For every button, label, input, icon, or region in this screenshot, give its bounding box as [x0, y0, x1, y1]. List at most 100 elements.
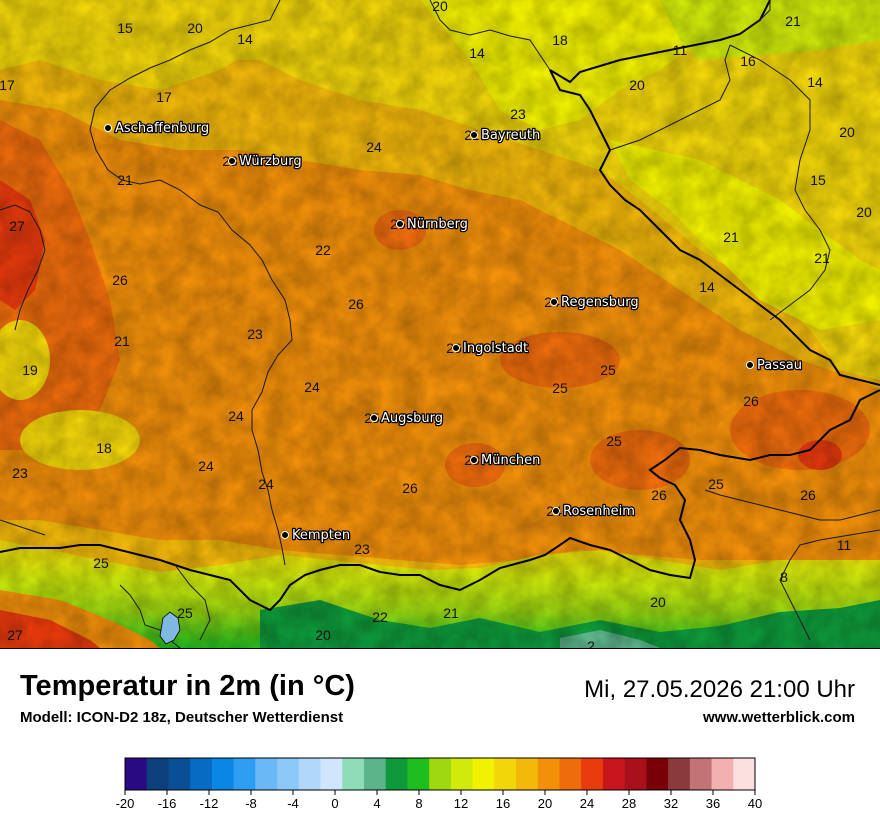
temperature-label: 17: [0, 77, 15, 93]
city-marker: 24Regensburg: [544, 294, 640, 312]
temperature-label: 21: [723, 229, 739, 245]
temperature-label: 25: [93, 555, 109, 571]
legend-color-swatch: [298, 758, 322, 790]
legend-color-swatch: [733, 758, 756, 790]
legend-color-swatch: [407, 758, 430, 790]
legend-color-swatch: [450, 758, 474, 790]
temperature-label: 11: [673, 42, 688, 58]
legend-tick-label: -16: [158, 796, 177, 811]
temperature-label: 21: [814, 250, 830, 266]
temperature-label: 26: [112, 272, 128, 288]
city-name: Augsburg: [381, 411, 443, 426]
legend-tick-label: 28: [622, 796, 636, 811]
city-dot: [470, 456, 478, 464]
city-dot: [552, 507, 560, 515]
temperature-label: 18: [552, 32, 568, 48]
legend-tick-label: 20: [538, 796, 552, 811]
temperature-label: 24: [304, 379, 320, 395]
city-name: Kempten: [292, 528, 350, 543]
temperature-label: 25: [552, 380, 568, 396]
water-bodies: [159, 611, 181, 645]
city-dot: [452, 344, 460, 352]
temperature-label: 24: [228, 408, 244, 424]
website-link[interactable]: www.wetterblick.com: [703, 709, 855, 726]
legend-color-swatch: [168, 758, 191, 790]
legend-color-swatch: [233, 758, 256, 790]
legend-frame: [124, 757, 756, 791]
city-marker: 28München: [464, 452, 541, 470]
temperature-label: 14: [237, 31, 253, 47]
temperature-label: 21: [114, 333, 130, 349]
temperature-label: 19: [22, 362, 38, 378]
legend-color-swatch: [689, 758, 713, 790]
legend-color-swatch: [429, 758, 452, 790]
city-marker: 24Rosenheim: [546, 503, 636, 521]
temperature-label: 20: [187, 20, 203, 36]
model-info: Modell: ICON-D2 18z, Deutscher Wetterdie…: [20, 709, 344, 726]
legend-color-swatch: [646, 758, 669, 790]
temperature-label: 23: [354, 541, 370, 557]
temperature-map: 15 20 14 20 14 18 11 21 17 17 20 16 14 20 23 24 21 15 27 22…: [0, 0, 880, 649]
city-marker: Passau: [746, 357, 803, 374]
legend-color-swatch: [711, 758, 734, 790]
temperature-label: 20: [856, 204, 872, 220]
temperature-label: 24: [198, 458, 214, 474]
city-name: Aschaffenburg: [115, 121, 209, 136]
temperature-label: 20: [839, 124, 855, 140]
legend-color-swatch: [472, 758, 495, 790]
temperature-label: 25: [606, 433, 622, 449]
temperature-label: 26: [743, 393, 759, 409]
temperature-label: 21: [785, 13, 801, 29]
temperature-label: 26: [402, 480, 418, 496]
legend-tick-label: 12: [454, 796, 468, 811]
temperature-label: 14: [699, 279, 715, 295]
legend-color-swatch: [146, 758, 169, 790]
legend-tick-label: 40: [748, 796, 762, 811]
temperature-label: 21: [443, 605, 459, 621]
temperature-label: 23: [247, 326, 263, 342]
temperature-label: 14: [469, 45, 485, 61]
legend-tick-label: 36: [706, 796, 720, 811]
city-name: Passau: [757, 358, 802, 373]
city-marker: 23Würzburg: [222, 153, 303, 171]
temperature-label: 27: [9, 218, 25, 234]
legend-color-swatch: [516, 758, 539, 790]
city-dot: [550, 298, 558, 306]
temperature-label: 14: [807, 74, 823, 90]
field-texture: [0, 0, 880, 648]
city-marker: 26Ingolstadt: [446, 340, 529, 358]
temperature-label: 21: [117, 172, 133, 188]
legend-color-swatch: [211, 758, 235, 790]
city-name: Würzburg: [239, 154, 302, 169]
city-name: Rosenheim: [563, 504, 635, 519]
legend-tick-label: 8: [415, 796, 422, 811]
temperature-label: 2: [587, 638, 595, 648]
legend-color-swatch: [320, 758, 343, 790]
temperature-label: 20: [315, 627, 331, 643]
temperature-label: 23: [12, 465, 28, 481]
legend-tick-label: -20: [116, 796, 135, 811]
city-dot: [746, 361, 754, 369]
temperature-label: 25: [708, 476, 724, 492]
legend-color-swatch: [624, 758, 647, 790]
temperature-label: 25: [600, 362, 616, 378]
temperature-label: 23: [510, 106, 526, 122]
legend-tick-label: 4: [373, 796, 380, 811]
temperature-label: 20: [629, 77, 645, 93]
legend-color-swatch: [559, 758, 582, 790]
temperature-label: 25: [177, 605, 193, 621]
temperature-label: 8: [780, 569, 788, 585]
legend-tick-label: -4: [287, 796, 299, 811]
temperature-label: 20: [432, 0, 448, 14]
city-name: Ingolstadt: [463, 341, 528, 356]
temperature-label: 26: [651, 487, 667, 503]
legend-tick-label: 0: [331, 796, 338, 811]
legend-color-swatch: [190, 758, 213, 790]
city-marker: 25Augsburg: [364, 410, 444, 428]
city-dot: [396, 220, 404, 228]
city-dot: [281, 531, 289, 539]
city-marker: 21Bayreuth: [464, 127, 541, 145]
legend-tick-label: -12: [200, 796, 219, 811]
